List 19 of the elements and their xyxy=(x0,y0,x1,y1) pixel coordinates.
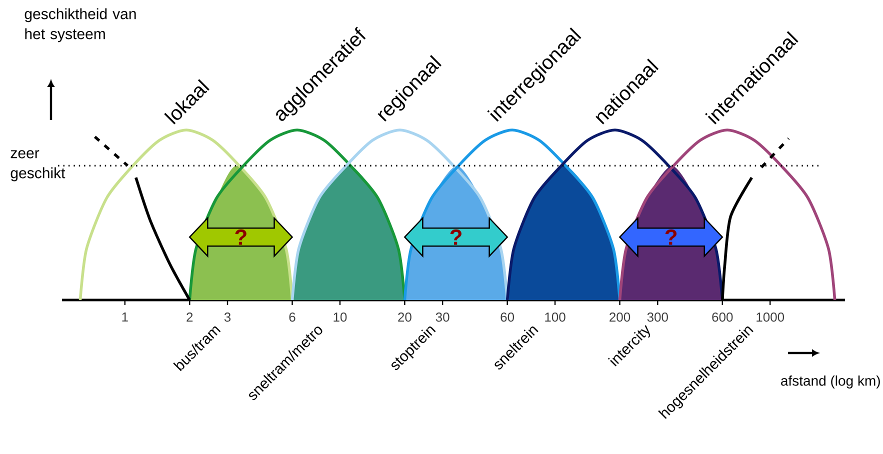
text: geschiktheid van het systeem xyxy=(24,8,136,42)
annotation: ? xyxy=(450,229,462,245)
x-tick-label: 20 xyxy=(398,312,412,322)
x-tick-label: 600 xyxy=(712,312,733,322)
x-tick-label: 100 xyxy=(545,312,566,322)
ref-line-label: zeer geschikt xyxy=(10,150,66,182)
x-tick-label: 300 xyxy=(647,312,668,322)
x-tick-label: 200 xyxy=(610,312,630,322)
x-tick-label: 2 xyxy=(186,312,193,322)
x-tick-label: 10 xyxy=(334,312,347,322)
x-axis-title: afstand (log km) xyxy=(781,375,880,389)
x-tick-label: 60 xyxy=(500,312,514,322)
x-tick-label: 3 xyxy=(224,312,231,322)
x-tick-label: 1000 xyxy=(756,312,784,322)
x-tick-label: 1 xyxy=(122,312,128,322)
x-tick-label: 30 xyxy=(436,312,450,322)
annotation: ? xyxy=(665,229,677,245)
annotation: ? xyxy=(235,229,246,245)
x-tick-label: 6 xyxy=(289,312,296,322)
